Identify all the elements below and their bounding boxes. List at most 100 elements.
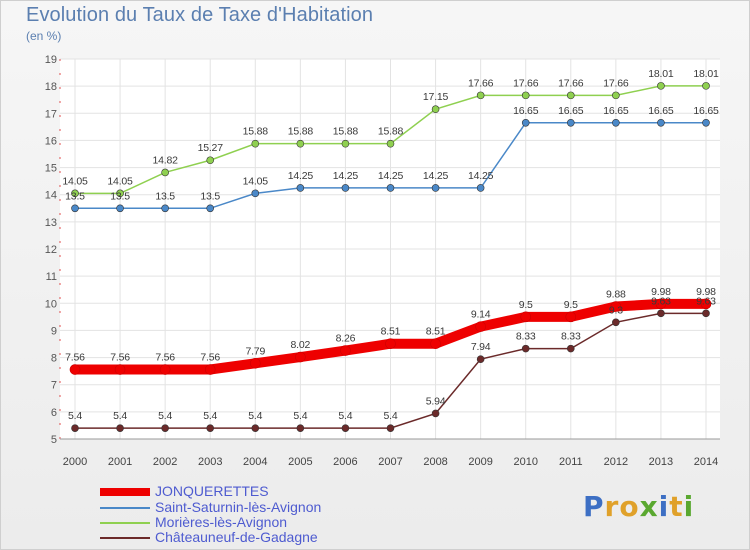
data-label: 5.4 — [384, 410, 398, 422]
data-point — [612, 118, 620, 127]
x-tick-label: 2012 — [604, 456, 628, 468]
data-point — [296, 139, 305, 148]
data-point — [386, 424, 395, 432]
data-point — [702, 309, 710, 318]
data-label: 16.65 — [693, 105, 719, 117]
data-label: 15.88 — [333, 126, 359, 138]
data-label: 14.05 — [62, 175, 88, 187]
data-label: 8.51 — [381, 326, 401, 338]
data-point — [116, 189, 124, 198]
data-label: 15.88 — [378, 126, 404, 138]
legend-item-morieres[interactable]: Morières-lès-Avignon — [100, 514, 420, 531]
data-label: 5.4 — [293, 410, 307, 422]
y-tick-label: 17 — [45, 108, 57, 120]
x-tick-label: 2002 — [153, 456, 177, 468]
data-point — [700, 298, 712, 310]
data-label: 14.82 — [153, 154, 179, 166]
data-point — [475, 321, 486, 332]
legend-item-jonquerettes[interactable]: JONQUERETTES — [100, 483, 420, 500]
logo-letter: i — [683, 490, 695, 523]
y-tick-label: 7 — [51, 380, 57, 392]
data-point — [702, 118, 710, 127]
x-tick-label: 2005 — [288, 456, 312, 468]
logo-letter: P — [583, 490, 605, 523]
x-tick-label: 2003 — [198, 456, 222, 468]
data-label: 15.27 — [198, 142, 224, 154]
data-point — [341, 139, 350, 148]
data-label: 16.65 — [603, 105, 629, 117]
data-label: 9.98 — [696, 286, 716, 298]
data-point — [476, 184, 485, 192]
data-label: 9.3 — [609, 304, 623, 316]
data-point — [612, 91, 620, 100]
data-label: 8.51 — [426, 326, 446, 338]
data-point — [565, 311, 577, 323]
data-point — [114, 364, 126, 375]
data-point — [341, 424, 350, 432]
data-label: 5.4 — [68, 410, 82, 422]
data-point — [702, 82, 710, 90]
data-label: 5.4 — [203, 410, 217, 422]
logo-letter: r — [604, 490, 620, 523]
y-tick-label: 19 — [45, 54, 57, 66]
data-label: 18.01 — [648, 68, 674, 80]
data-point — [71, 204, 79, 213]
data-label: 8.26 — [336, 333, 356, 345]
data-label: 7.56 — [200, 352, 220, 364]
data-point — [521, 118, 530, 127]
x-tick-label: 2007 — [378, 456, 402, 468]
data-point — [296, 424, 305, 432]
data-point — [69, 364, 81, 375]
chart-title: Evolution du Taux de Taxe d'Habitation — [26, 4, 374, 26]
data-point — [295, 351, 306, 363]
data-label: 13.5 — [110, 190, 130, 202]
x-tick-label: 2006 — [333, 456, 357, 468]
data-point — [431, 184, 440, 192]
legend-item-saint-saturnin[interactable]: Saint-Saturnin-lès-Avignon — [100, 499, 420, 516]
data-point — [610, 301, 622, 312]
data-label: 14.05 — [107, 175, 133, 187]
data-label: 17.66 — [468, 77, 494, 89]
data-point — [206, 424, 215, 432]
data-point — [249, 357, 261, 369]
data-point — [431, 105, 440, 114]
data-label: 5.4 — [158, 410, 172, 422]
data-point — [386, 184, 395, 192]
data-label: 15.88 — [288, 126, 314, 138]
legend-swatch-saint-saturnin — [100, 507, 150, 509]
data-label: 9.63 — [696, 295, 716, 307]
x-tick-label: 2013 — [649, 456, 673, 468]
data-label: 13.5 — [65, 190, 85, 202]
x-tick-label: 2010 — [513, 456, 537, 468]
data-label: 15.88 — [243, 126, 269, 138]
data-label: 14.25 — [288, 170, 314, 182]
data-point — [251, 189, 260, 198]
data-label: 8.02 — [291, 339, 311, 351]
data-point — [431, 409, 440, 418]
x-tick-label: 2011 — [559, 456, 583, 468]
y-tick-label: 13 — [45, 217, 57, 229]
data-label: 5.4 — [338, 410, 352, 422]
data-point — [612, 318, 620, 327]
data-point — [161, 204, 169, 213]
data-point — [657, 309, 665, 318]
data-label: 7.56 — [65, 352, 85, 364]
data-label: 5.4 — [248, 410, 262, 422]
data-point — [430, 338, 441, 350]
y-tick-label: 9 — [51, 325, 57, 337]
data-label: 14.25 — [423, 170, 449, 182]
data-point — [476, 91, 485, 100]
data-label: 8.33 — [516, 331, 536, 343]
data-point — [341, 184, 350, 192]
data-point — [521, 91, 530, 100]
proxiti-logo: Proxiti — [583, 490, 694, 523]
data-label: 17.66 — [603, 77, 629, 89]
data-label: 9.5 — [564, 299, 578, 311]
data-label: 5.4 — [113, 410, 127, 422]
data-point — [251, 424, 260, 432]
data-label: 7.56 — [110, 352, 130, 364]
data-point — [566, 91, 575, 100]
data-point — [657, 82, 665, 90]
legend-item-chateauneuf[interactable]: Châteauneuf-de-Gadagne — [100, 529, 420, 546]
legend-label-chateauneuf: Châteauneuf-de-Gadagne — [155, 529, 318, 545]
